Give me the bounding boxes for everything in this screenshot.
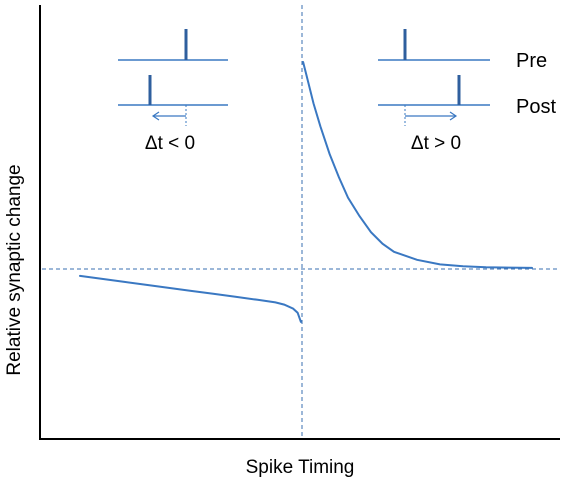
inset-negative-timing: Δt < 0: [118, 29, 228, 154]
dt-arrowhead-right: [449, 111, 458, 121]
pre-label: Pre: [516, 50, 547, 72]
dt-arrowhead-left: [151, 111, 160, 121]
x-axis-label: Spike Timing: [246, 457, 355, 478]
series-negative-curve: [79, 274, 302, 323]
post-label: Post: [516, 96, 556, 118]
series-positive-curve: [302, 61, 533, 269]
inset-positive-timing: Δt > 0: [378, 29, 490, 154]
y-axis-label: Relative synaptic change: [4, 164, 25, 375]
dt-negative-label: Δt < 0: [145, 133, 195, 154]
dt-positive-label: Δt > 0: [411, 133, 461, 154]
